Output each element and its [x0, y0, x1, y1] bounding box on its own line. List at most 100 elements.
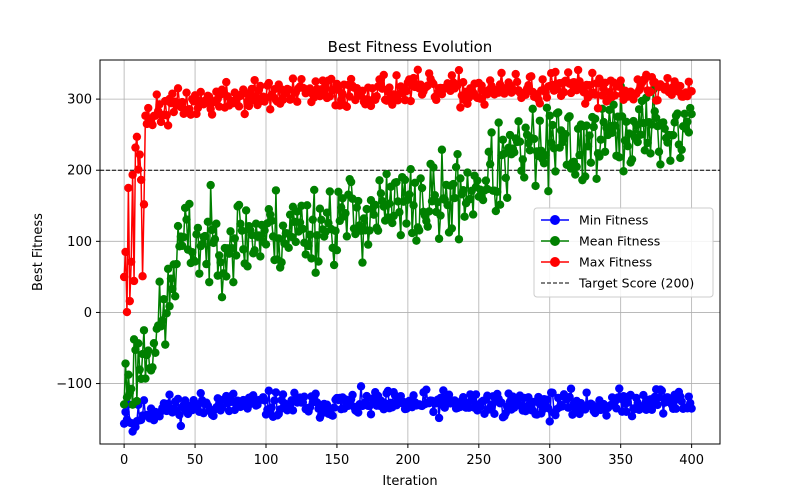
data-point [518, 155, 527, 164]
data-point [434, 234, 444, 243]
data-point [484, 147, 493, 157]
data-point [311, 389, 320, 398]
data-point [660, 124, 669, 133]
data-point [264, 78, 274, 88]
data-point [182, 215, 191, 224]
data-point [284, 243, 293, 253]
data-point [659, 409, 668, 418]
data-point [583, 142, 593, 151]
series-mean-fitness [119, 81, 696, 409]
data-point [260, 226, 269, 235]
data-point [149, 339, 159, 348]
data-point [239, 245, 248, 254]
data-point [139, 200, 149, 209]
data-point [173, 221, 183, 231]
data-point [290, 388, 299, 397]
data-point [135, 150, 144, 159]
data-point [119, 272, 129, 282]
data-point [325, 187, 335, 196]
data-point [161, 340, 170, 349]
data-point [413, 65, 422, 75]
data-point [240, 109, 249, 119]
data-point [589, 122, 598, 132]
data-point [430, 191, 440, 200]
data-point [338, 89, 347, 99]
data-point [400, 175, 410, 185]
data-point [348, 390, 357, 400]
data-point [454, 235, 464, 244]
data-point [566, 384, 576, 393]
data-point [500, 149, 509, 158]
data-point [429, 407, 438, 417]
data-point [490, 409, 499, 418]
data-point [170, 292, 180, 301]
data-point [121, 247, 130, 257]
data-point [653, 400, 662, 410]
data-point [542, 103, 552, 113]
data-point [670, 118, 679, 127]
data-point [657, 386, 667, 395]
data-point [528, 104, 537, 114]
data-point [291, 237, 300, 247]
data-point [209, 411, 218, 421]
data-point [609, 100, 618, 109]
data-point [256, 252, 265, 261]
data-point [329, 260, 339, 270]
x-tick-label: 50 [187, 453, 204, 468]
data-point [375, 176, 384, 185]
data-point [480, 100, 489, 109]
data-point [436, 211, 445, 220]
data-point [687, 87, 696, 96]
data-point [559, 88, 569, 97]
data-point [229, 389, 238, 399]
data-point [304, 241, 313, 251]
data-point [196, 388, 205, 398]
data-point [222, 77, 231, 87]
data-point [373, 226, 383, 235]
data-point [654, 147, 664, 156]
data-point [232, 251, 241, 260]
data-point [623, 398, 632, 407]
data-point [192, 230, 201, 239]
data-point [450, 193, 459, 203]
data-point [138, 272, 147, 281]
data-point [229, 277, 238, 287]
data-point [622, 407, 631, 416]
data-point [544, 187, 553, 196]
data-point [234, 200, 244, 210]
data-point [334, 187, 343, 197]
data-point [429, 163, 438, 172]
data-point [166, 274, 176, 283]
data-point [356, 382, 366, 391]
data-point [684, 392, 693, 401]
data-point [341, 209, 350, 218]
data-point [615, 384, 624, 393]
data-point [261, 240, 271, 249]
data-point [329, 403, 339, 412]
data-point [315, 204, 325, 213]
data-point [548, 120, 557, 130]
data-point [437, 145, 447, 154]
data-point [271, 186, 281, 195]
data-point [256, 81, 265, 91]
data-point [517, 166, 526, 175]
data-point [646, 87, 655, 96]
data-point [385, 83, 394, 92]
data-point [551, 167, 560, 176]
data-point [363, 240, 373, 249]
data-point [151, 348, 160, 357]
data-point [295, 218, 305, 227]
data-point [432, 95, 441, 105]
data-point [410, 178, 420, 187]
data-point [575, 150, 584, 160]
data-point [214, 251, 224, 260]
data-point [237, 226, 247, 235]
data-point [124, 183, 133, 193]
data-point [494, 118, 503, 127]
legend-marker-min [550, 215, 560, 225]
data-point [243, 262, 252, 271]
data-point [139, 396, 149, 405]
y-tick-label: 100 [67, 235, 92, 250]
data-point [190, 257, 200, 266]
